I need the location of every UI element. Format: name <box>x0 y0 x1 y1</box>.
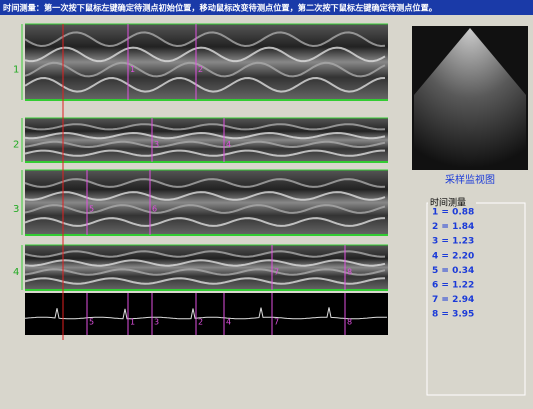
monitor-caption: 采样监视图 <box>445 173 495 186</box>
measurement-item: 1 = 0.88 <box>432 208 474 218</box>
marker-label: 7 <box>274 268 279 277</box>
marker-label: 8 <box>347 268 352 277</box>
panel-label: 3 <box>13 204 19 215</box>
marker-label: 3 <box>154 140 159 149</box>
ecg-strip <box>25 293 388 335</box>
measurement-item: 7 = 2.94 <box>432 295 474 305</box>
marker-label: 1 <box>130 65 135 74</box>
ecg-marker-label: 1 <box>130 318 135 327</box>
mmode-image <box>25 24 388 100</box>
marker-label: 6 <box>152 205 157 214</box>
ecg-marker-label: 8 <box>347 318 352 327</box>
ecg-marker-label: 2 <box>198 318 203 327</box>
title-text: 时间测量：第一次按下鼠标左键确定待测点初始位置，移动鼠标改变待测点位置，第二次按… <box>3 3 437 13</box>
panel-label: 2 <box>13 139 19 150</box>
marker-label: 4 <box>226 140 231 149</box>
ecg-marker-label: 3 <box>154 318 159 327</box>
measurement-item: 2 = 1.84 <box>432 222 474 232</box>
measurement-item: 8 = 3.95 <box>432 310 474 320</box>
measurement-item: 5 = 0.34 <box>432 266 474 276</box>
measurement-item: 4 = 2.20 <box>432 251 474 261</box>
ecg-marker-label: 5 <box>89 318 94 327</box>
marker-label: 2 <box>198 65 203 74</box>
panel-label: 4 <box>13 267 19 278</box>
ecg-marker-label: 7 <box>274 318 279 327</box>
marker-label: 5 <box>89 205 94 214</box>
measurement-item: 6 = 1.22 <box>432 281 474 291</box>
ecg-marker-label: 4 <box>226 318 231 327</box>
panel-label: 1 <box>13 65 19 76</box>
app-window: 时间测量：第一次按下鼠标左键确定待测点初始位置，移动鼠标改变待测点位置，第二次按… <box>0 0 533 405</box>
measurement-item: 3 = 1.23 <box>432 237 474 247</box>
